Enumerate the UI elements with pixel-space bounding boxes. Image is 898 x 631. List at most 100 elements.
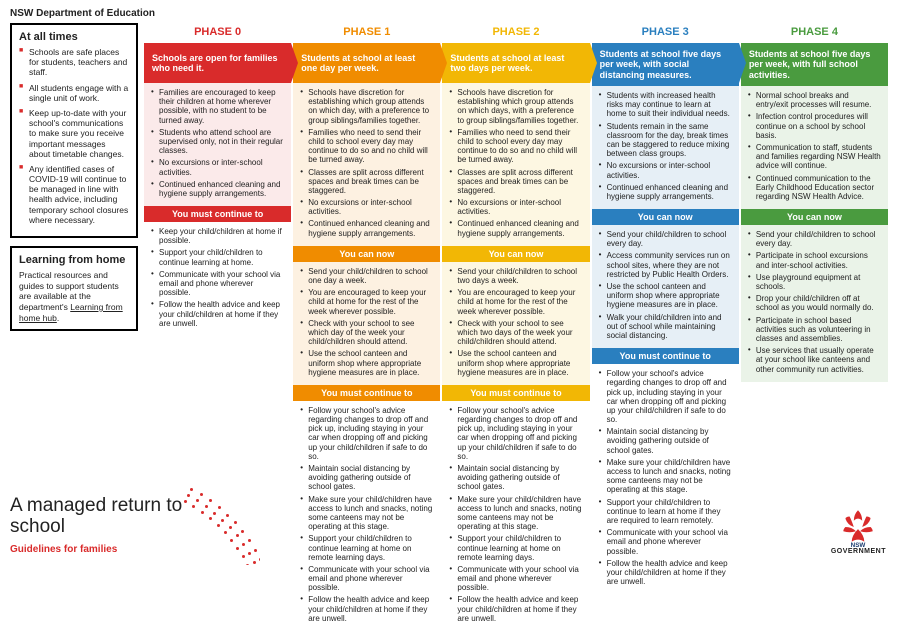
- phase-title: PHASE 4: [741, 23, 888, 43]
- phase-bullet: Check with your school to see which two …: [449, 319, 582, 347]
- must-continue-section: Follow your school's advice regarding ch…: [592, 364, 739, 594]
- learning-box: Learning from home Practical resources a…: [10, 246, 138, 331]
- phase-bullet: Participate in school based activities s…: [748, 316, 881, 344]
- phase-bullet: Students remain in the same classroom fo…: [599, 122, 732, 159]
- phase-bullet: Communicate with your school via email a…: [151, 270, 284, 298]
- phase-column: PHASE 1Students at school at least one d…: [293, 23, 440, 631]
- at-all-times-box: At all times Schools are safe places for…: [10, 23, 138, 238]
- phase-bullet: Students with increased health risks may…: [599, 91, 732, 119]
- phase-bullet: Support your child/children to continue …: [449, 534, 582, 562]
- must-continue-section: Follow your school's advice regarding ch…: [442, 401, 589, 631]
- phase-title: PHASE 1: [293, 23, 440, 43]
- phase-bullet: Students who attend school are supervise…: [151, 128, 284, 156]
- phase-bullet: Use the school canteen and uniform shop …: [599, 282, 732, 310]
- phase-top-section: Schools have discretion for establishing…: [293, 83, 440, 246]
- phase-top-section: Normal school breaks and entry/exit proc…: [741, 86, 888, 209]
- phase-bullet: You are encouraged to keep your child at…: [300, 288, 433, 316]
- you-can-now-band: You can now: [442, 246, 589, 262]
- phase-bullet: Continued enhanced cleaning and hygiene …: [449, 219, 582, 237]
- you-can-now-section: Send your child/children to school every…: [592, 225, 739, 348]
- phase-bullet: Continued enhanced cleaning and hygiene …: [300, 219, 433, 237]
- you-can-now-section: Send your child/children to school two d…: [442, 262, 589, 385]
- phase-column: PHASE 2Students at school at least two d…: [442, 23, 589, 631]
- department-label: NSW Department of Education: [10, 8, 888, 19]
- phase-bullet: Use the school canteen and uniform shop …: [449, 349, 582, 377]
- waratah-icon: NSW: [837, 506, 879, 548]
- phase-bullet: Follow the health advice and keep your c…: [599, 559, 732, 587]
- phase-bullet: Maintain social distancing by avoiding g…: [599, 427, 732, 455]
- phase-top-section: Students with increased health risks may…: [592, 86, 739, 209]
- phase-bullet: Check with your school to see which day …: [300, 319, 433, 347]
- phase-bullet: Families who need to send their child to…: [449, 128, 582, 165]
- phase-bullet: No excursions or inter-school activities…: [449, 198, 582, 216]
- phase-bullet: No excursions or inter-school activities…: [599, 161, 732, 179]
- phase-bullet: Classes are split across different space…: [449, 168, 582, 196]
- must-continue-section: Follow your school's advice regarding ch…: [293, 401, 440, 631]
- must-continue-band: You must continue to: [144, 206, 291, 222]
- page-title: A managed return to school: [10, 496, 210, 538]
- phase-bullet: Follow your school's advice regarding ch…: [300, 406, 433, 461]
- phase-top-section: Families are encouraged to keep their ch…: [144, 83, 291, 206]
- phase-bullet: Send your child/children to school every…: [748, 230, 881, 248]
- phase-bullet: Walk your child/children into and out of…: [599, 313, 732, 341]
- phase-bullet: Support your child/children to continue …: [151, 248, 284, 266]
- phases-row: PHASE 0Schools are open for families who…: [144, 23, 888, 631]
- phase-bullet: Support your child/children to continue …: [599, 498, 732, 526]
- phase-bullet: Continued enhanced cleaning and hygiene …: [599, 183, 732, 201]
- phase-subtitle: Students at school at least one day per …: [293, 43, 440, 83]
- phase-title: PHASE 0: [144, 23, 291, 43]
- phase-bullet: Make sure your child/children have acces…: [300, 495, 433, 532]
- phase-subtitle: Schools are open for families who need i…: [144, 43, 291, 83]
- you-can-now-band: You can now: [293, 246, 440, 262]
- you-can-now-section: Send your child/children to school every…: [741, 225, 888, 382]
- phase-bullet: Communicate with your school via email a…: [300, 565, 433, 593]
- phase-bullet: Communication to staff, students and fam…: [748, 143, 881, 171]
- phase-bullet: Families who need to send their child to…: [300, 128, 433, 165]
- phase-bullet: Drop your child/children off at school a…: [748, 294, 881, 312]
- you-can-now-band: You can now: [592, 209, 739, 225]
- phase-title: PHASE 2: [442, 23, 589, 43]
- you-can-now-band: You can now: [741, 209, 888, 225]
- phase-bullet: No excursions or inter-school activities…: [300, 198, 433, 216]
- at-all-times-list: Schools are safe places for students, te…: [19, 47, 129, 225]
- logo-text: GOVERNMENT: [831, 548, 886, 555]
- phase-bullet: Follow the health advice and keep your c…: [300, 595, 433, 623]
- phase-top-section: Schools have discretion for establishing…: [442, 83, 589, 246]
- phase-bullet: No excursions or inter-school activities…: [151, 158, 284, 176]
- phase-bullet: Support your child/children to continue …: [300, 534, 433, 562]
- phase-bullet: Send your child/children to school every…: [599, 230, 732, 248]
- phase-title: PHASE 3: [592, 23, 739, 43]
- at-all-times-item: Any identified cases of COVID-19 will co…: [19, 164, 129, 225]
- phase-subtitle: Students at school at least two days per…: [442, 43, 589, 83]
- phase-bullet: Follow your school's advice regarding ch…: [449, 406, 582, 461]
- phase-bullet: Use the school canteen and uniform shop …: [300, 349, 433, 377]
- phase-bullet: Send your child/children to school one d…: [300, 267, 433, 285]
- nsw-logo: NSW GOVERNMENT: [831, 506, 886, 555]
- phase-bullet: Maintain social distancing by avoiding g…: [300, 464, 433, 492]
- at-all-times-title: At all times: [19, 31, 129, 43]
- phase-bullet: Schools have discretion for establishing…: [300, 88, 433, 125]
- phase-bullet: Make sure your child/children have acces…: [599, 458, 732, 495]
- phase-bullet: Families are encouraged to keep their ch…: [151, 88, 284, 125]
- at-all-times-item: Schools are safe places for students, te…: [19, 47, 129, 78]
- phase-bullet: Follow your school's advice regarding ch…: [599, 369, 732, 424]
- phase-bullet: Follow the health advice and keep your c…: [151, 300, 284, 328]
- phase-bullet: Keep your child/children at home if poss…: [151, 227, 284, 245]
- phase-bullet: Continued communication to the Early Chi…: [748, 174, 881, 202]
- must-continue-band: You must continue to: [442, 385, 589, 401]
- phase-bullet: Send your child/children to school two d…: [449, 267, 582, 285]
- phase-bullet: Communicate with your school via email a…: [449, 565, 582, 593]
- must-continue-section: Keep your child/children at home if poss…: [144, 222, 291, 336]
- phase-bullet: Use services that usually operate at you…: [748, 346, 881, 374]
- you-can-now-section: Send your child/children to school one d…: [293, 262, 440, 385]
- phase-bullet: You are encouraged to keep your child at…: [449, 288, 582, 316]
- phase-bullet: Continued enhanced cleaning and hygiene …: [151, 180, 284, 198]
- page-subtitle: Guidelines for families: [10, 544, 210, 555]
- page-title-block: A managed return to school Guidelines fo…: [10, 496, 210, 555]
- phase-subtitle: Students at school five days per week, w…: [741, 43, 888, 86]
- at-all-times-item: All students engage with a single unit o…: [19, 83, 129, 103]
- phase-bullet: Infection control procedures will contin…: [748, 112, 881, 140]
- phase-bullet: Participate in school excursions and int…: [748, 251, 881, 269]
- at-all-times-item: Keep up-to-date with your school's commu…: [19, 108, 129, 159]
- phase-bullet: Use playground equipment at schools.: [748, 273, 881, 291]
